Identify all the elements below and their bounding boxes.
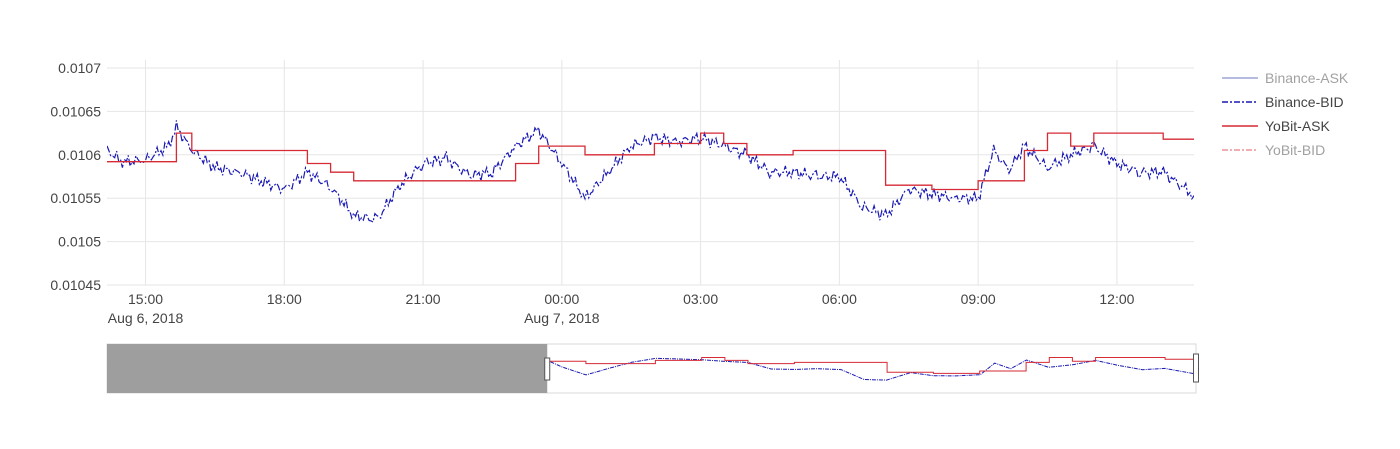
range-slider-handle-right[interactable] xyxy=(1193,353,1199,383)
legend-label: YoBit-BID xyxy=(1265,142,1325,158)
x-tick-label: 21:00 xyxy=(406,291,441,307)
range-slider-mask-left xyxy=(107,344,548,393)
x-tick-label: 12:00 xyxy=(1099,291,1134,307)
x-tick-label: 03:00 xyxy=(683,291,718,307)
y-tick-label: 0.01065 xyxy=(50,103,101,119)
x-tick-label: 18:00 xyxy=(267,291,302,307)
legend-label: Binance-ASK xyxy=(1265,70,1349,86)
legend-item-yobit-ask[interactable]: YoBit-ASK xyxy=(1222,118,1331,134)
x-axis: 15:00 Aug 6, 2018 18:00 21:00 00:00 Aug 7, 20… xyxy=(108,291,1135,326)
range-slider-handle-left[interactable] xyxy=(544,357,551,381)
x-tick-label: 06:00 xyxy=(822,291,857,307)
grid xyxy=(107,60,1194,286)
x-tick-label: 00:00 xyxy=(544,291,579,307)
legend-label: Binance-BID xyxy=(1265,94,1344,110)
legend-item-binance-ask[interactable]: Binance-ASK xyxy=(1222,70,1349,86)
y-tick-label: 0.0107 xyxy=(58,60,101,76)
legend-label: YoBit-ASK xyxy=(1265,118,1331,134)
y-tick-label: 0.0105 xyxy=(58,234,101,250)
plot-area[interactable] xyxy=(107,120,1194,223)
series-line-binance-bid xyxy=(107,120,1194,223)
x-tick-label: 09:00 xyxy=(961,291,996,307)
y-tick-label: 0.01055 xyxy=(50,190,101,206)
legend-item-yobit-bid[interactable]: YoBit-BID xyxy=(1222,142,1325,158)
legend: Binance-ASK Binance-BID YoBit-ASK YoBit-BID xyxy=(1222,70,1349,158)
x-tick-date-label: Aug 7, 2018 xyxy=(524,310,600,326)
series-line-yobit-ask xyxy=(107,132,1194,191)
x-tick-label: 15:00 xyxy=(128,291,163,307)
range-slider[interactable] xyxy=(106,343,1199,394)
y-axis: 0.01045 0.0105 0.01055 0.0106 0.01065 0.0107 xyxy=(50,60,101,293)
y-tick-label: 0.0106 xyxy=(58,147,101,163)
legend-item-binance-bid[interactable]: Binance-BID xyxy=(1222,94,1344,110)
x-tick-date-label: Aug 6, 2018 xyxy=(108,310,184,326)
y-tick-label: 0.01045 xyxy=(50,277,101,293)
